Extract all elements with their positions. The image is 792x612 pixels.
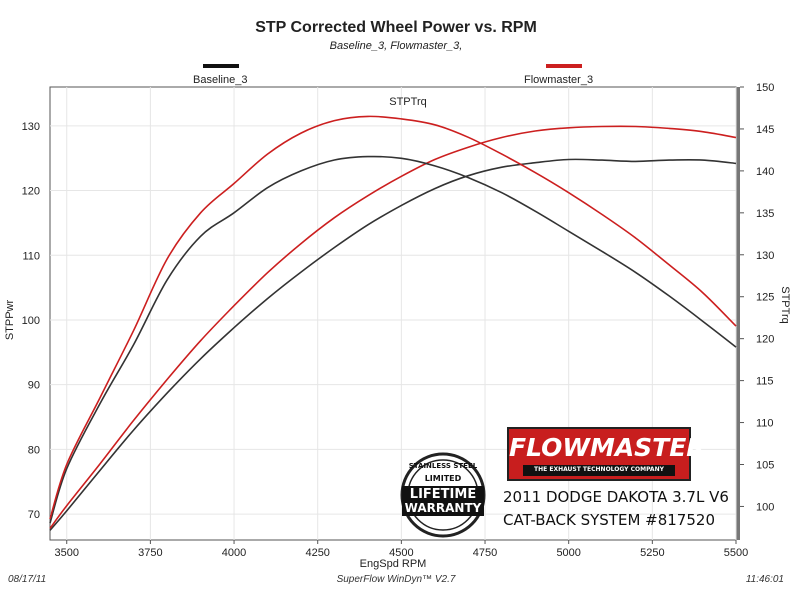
curve-label-stptrq: STPTrq <box>389 96 427 108</box>
y-right-tick-label: 105 <box>756 460 774 472</box>
logo-brand-text: FLOWMASTER <box>509 433 706 462</box>
legend-swatch-flowmaster <box>546 64 582 68</box>
logo-tagline-text: THE EXHAUST TECHNOLOGY COMPANY <box>534 466 664 473</box>
chart-subtitle: Baseline_3, Flowmaster_3, <box>329 40 463 52</box>
y-left-tick-label: 120 <box>22 186 40 198</box>
y-right-tick-label: 110 <box>756 418 774 430</box>
series-line-baseline-3-stptrq <box>49 155 737 524</box>
y-right-tick-label: 100 <box>756 501 774 513</box>
x-tick-label: 5500 <box>724 547 748 559</box>
legend-label-baseline: Baseline_3 <box>193 74 248 86</box>
y-right-tick-label: 115 <box>756 376 774 388</box>
series-line-baseline-3-stppwr <box>49 158 737 531</box>
y-right-tick-label: 125 <box>756 292 774 304</box>
legend-label-flowmaster: Flowmaster_3 <box>524 74 594 86</box>
series-line-flowmaster-3-stppwr <box>49 125 737 529</box>
right-axis-bar <box>736 87 740 540</box>
y-left-tick-label: 130 <box>22 121 40 133</box>
vehicle-caption-line1: 2011 DODGE DAKOTA 3.7L V6 <box>503 488 729 506</box>
series-line-flowmaster-3-stptrq <box>49 115 737 520</box>
seal-top-text: STAINLESS STEEL <box>408 462 478 470</box>
seal-line1-text: LIFETIME <box>409 487 477 502</box>
y-left-tick-label: 90 <box>28 380 40 392</box>
x-tick-label: 3500 <box>54 547 78 559</box>
footer-software: SuperFlow WinDyn™ V2.7 <box>336 574 456 585</box>
legend-swatch-baseline <box>203 64 239 68</box>
x-tick-label: 4500 <box>389 547 413 559</box>
x-tick-label: 3750 <box>138 547 162 559</box>
seal-graphic <box>400 452 486 538</box>
y-right-tick-label: 150 <box>756 82 774 94</box>
y-right-tick-label: 130 <box>756 250 774 262</box>
series-lines <box>49 115 737 531</box>
warranty-seal: STAINLESS STEEL LIMITED LIFETIME WARRANT… <box>400 452 486 538</box>
flowmaster-logo: FLOWMASTER THE EXHAUST TECHNOLOGY COMPAN… <box>507 427 706 481</box>
chart-title: STP Corrected Wheel Power vs. RPM <box>255 19 537 36</box>
y-left-tick-label: 100 <box>22 315 40 327</box>
x-axis-label: EngSpd RPM <box>360 558 427 570</box>
logo-tagline-bar <box>523 465 675 476</box>
y-right-tick-label: 140 <box>756 166 774 178</box>
y-left-tick-label: 70 <box>28 509 40 521</box>
y-right-tick-label: 135 <box>756 208 774 220</box>
y-right-tick-label: 120 <box>756 334 774 346</box>
seal-limited-text: LIMITED <box>424 474 462 483</box>
x-tick-label: 4250 <box>305 547 329 559</box>
y-left-tick-labels: 70 80 90 100 110 120 130 <box>22 121 40 521</box>
y-left-tick-label: 80 <box>28 444 40 456</box>
footer-date: 08/17/11 <box>8 574 47 585</box>
x-tick-label: 4000 <box>222 547 246 559</box>
x-tick-label: 5000 <box>556 547 580 559</box>
x-tick-label: 4750 <box>473 547 497 559</box>
y-right-tick-label: 145 <box>756 124 774 136</box>
y-left-axis-label: STPPwr <box>4 299 16 340</box>
footer-time: 11:46:01 <box>745 574 784 585</box>
vehicle-caption-line2: CAT-BACK SYSTEM #817520 <box>503 511 715 529</box>
y-left-tick-label: 110 <box>22 250 40 262</box>
seal-line2-text: WARRANTY <box>404 501 482 515</box>
y-right-axis-label: STPTrq <box>779 286 791 324</box>
x-tick-labels: 3500 3750 4000 4250 4500 4750 5000 5250 5500 <box>54 540 748 559</box>
y-right-tick-labels: 100 105 110 115 120 125 130 135 140 145 150 <box>740 82 774 513</box>
x-tick-label: 5250 <box>640 547 664 559</box>
